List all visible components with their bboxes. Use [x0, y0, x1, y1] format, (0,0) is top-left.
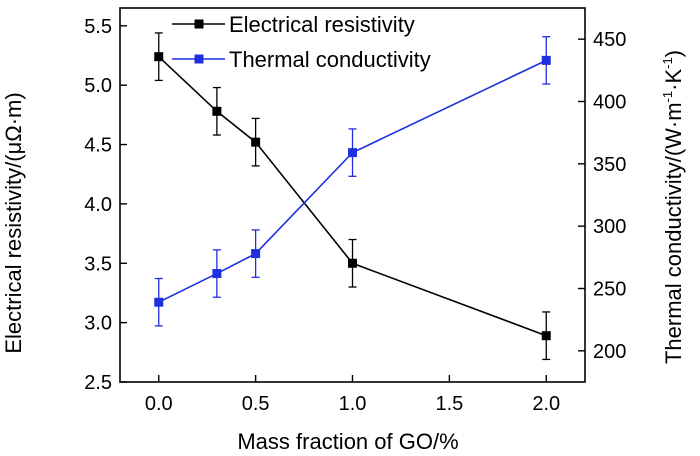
data-point — [541, 331, 551, 341]
data-point — [251, 249, 261, 259]
y-right-tick-label: 250 — [593, 279, 626, 301]
series-1 — [154, 32, 551, 361]
x-tick-label: 2.0 — [532, 393, 560, 415]
y-right-tick-label: 400 — [593, 92, 626, 114]
data-point — [251, 137, 261, 147]
data-point — [541, 55, 551, 65]
y-left-tick-label: 5.5 — [84, 16, 112, 38]
y-right-tick-label: 450 — [593, 29, 626, 51]
legend-marker — [194, 54, 204, 64]
y-axis-right-title-sup1: -1 — [660, 91, 675, 103]
data-point — [154, 52, 164, 62]
data-point — [348, 148, 357, 158]
series-2 — [154, 36, 551, 327]
x-tick-label: 0.5 — [242, 393, 270, 415]
legend-label: Electrical resistivity — [229, 12, 415, 37]
data-point — [154, 297, 164, 307]
x-tick-label: 1.0 — [339, 393, 367, 415]
y-axis-right-title: Thermal conductivity/(W·m-1·K-1) — [660, 50, 686, 364]
y-left-tick-label: 4.0 — [84, 194, 112, 216]
y-axis-right-title-base: Thermal conductivity/(W·m — [661, 102, 686, 364]
y-axis-left-title: Electrical resistivity/(μΩ·m) — [1, 92, 26, 353]
data-point — [212, 269, 222, 279]
series-layer — [154, 32, 551, 361]
y-axis-right-title-end: ) — [661, 50, 686, 57]
legend: Electrical resistivity Thermal conductivi… — [172, 12, 431, 72]
legend-marker — [194, 19, 204, 29]
y-left-tick-label: 4.5 — [84, 135, 112, 157]
x-tick-label: 0.0 — [145, 393, 173, 415]
x-tick-label: 1.5 — [435, 393, 463, 415]
y-left-tick-label: 3.5 — [84, 253, 112, 275]
legend-label: Thermal conductivity — [229, 47, 431, 72]
y-right-tick-label: 300 — [593, 216, 626, 238]
y-right-tick-label: 350 — [593, 154, 626, 176]
y-left-tick-label: 2.5 — [84, 372, 112, 394]
y-axis-right-title-mid: ·K — [661, 69, 686, 91]
x-axis-title: Mass fraction of GO/% — [237, 429, 458, 454]
y-right-tick-label: 200 — [593, 341, 626, 363]
data-point — [348, 258, 357, 268]
y-left-tick-label: 3.0 — [84, 313, 112, 335]
tick-layer: 0.0 0.5 1.0 1.5 2.0 2.5 3.0 3.5 4.0 4.5 5.0 5.5 200 2… — [84, 16, 626, 415]
y-left-tick-label: 5.0 — [84, 75, 112, 97]
y-axis-right-title-sup2: -1 — [660, 57, 675, 69]
data-point — [212, 106, 222, 116]
